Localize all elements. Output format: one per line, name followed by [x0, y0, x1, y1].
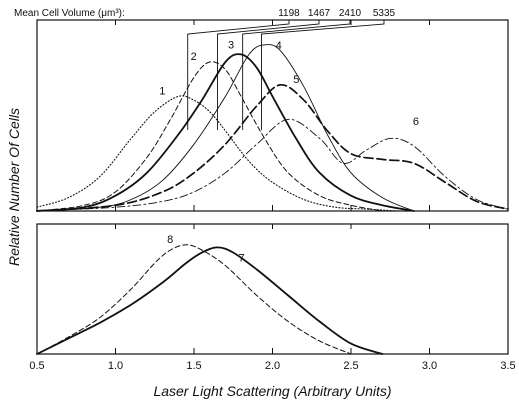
series-line-3 — [36, 53, 415, 212]
x-tick-label-6: 3.5 — [500, 360, 515, 372]
x-tick-label-4: 2.5 — [343, 360, 358, 372]
volume-label-0: 1198 — [278, 8, 300, 19]
series-line-5 — [36, 84, 509, 212]
plot-frame-bottom — [36, 223, 509, 355]
series-label-3: 3 — [228, 39, 234, 51]
volume-marker-line-0 — [187, 20, 290, 130]
x-tick-label-0: 0.5 — [29, 360, 44, 372]
volume-marker-line-2 — [242, 20, 351, 130]
volume-marker-line-3 — [261, 20, 385, 130]
series-line-6 — [36, 118, 509, 212]
volume-label-1: 1467 — [308, 8, 331, 19]
volume-label-3: 5335 — [373, 8, 396, 19]
series-label-8: 8 — [167, 234, 173, 246]
series-label-4: 4 — [276, 40, 282, 52]
volume-label-2: 2410 — [339, 8, 362, 19]
series-line-2 — [36, 61, 383, 212]
series-label-5: 5 — [293, 74, 299, 86]
series-line-4 — [36, 44, 415, 212]
series-label-7: 7 — [238, 252, 244, 264]
plot-layer: 1 2 3 4 5 6 7 8 0.5 1.0 1.5 2.0 2.5 3.0 3.5 1198 1467 241… — [29, 8, 515, 372]
series-line-1 — [36, 95, 399, 212]
series-label-2: 2 — [191, 51, 197, 63]
x-tick-label-1: 1.0 — [108, 360, 123, 372]
series-label-1: 1 — [159, 85, 165, 97]
series-line-8 — [36, 244, 352, 355]
x-tick-label-3: 2.0 — [265, 360, 280, 372]
mean-cell-volume-title: Mean Cell Volume (μm³): — [14, 8, 125, 19]
volume-marker-line-1 — [217, 20, 320, 130]
x-axis-title: Laser Light Scattering (Arbitrary Units) — [153, 383, 391, 399]
x-tick-label-5: 3.0 — [422, 360, 437, 372]
y-axis-title: Relative Number Of Cells — [6, 108, 22, 266]
plot-frame-top — [36, 19, 509, 212]
series-line-7 — [36, 246, 384, 355]
x-tick-label-2: 1.5 — [186, 360, 201, 372]
series-label-6: 6 — [413, 116, 419, 128]
